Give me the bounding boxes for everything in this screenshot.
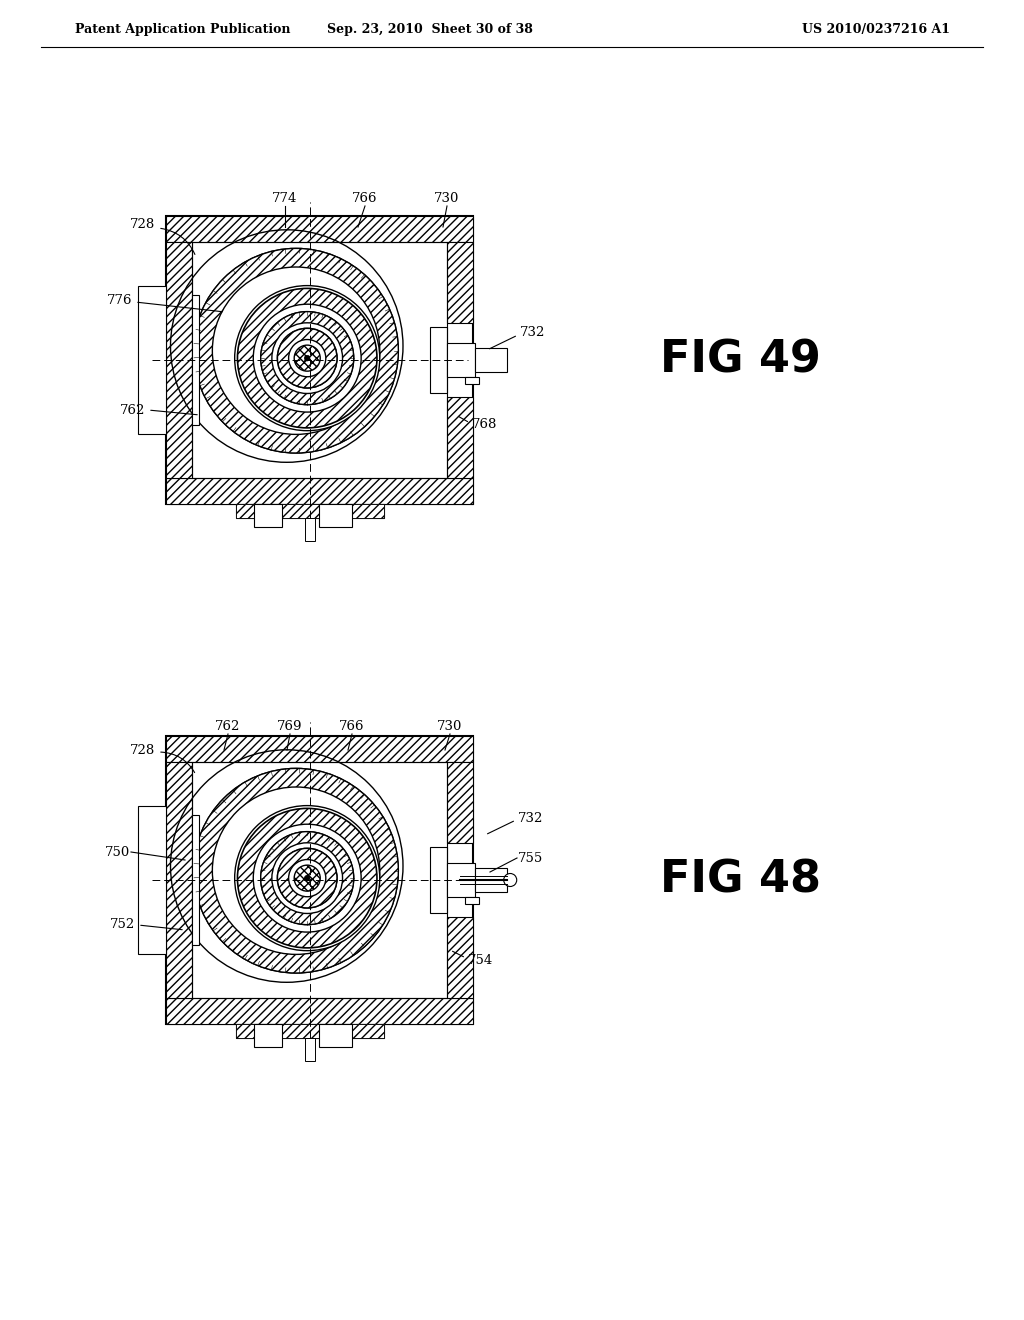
Bar [166,242,191,478]
Text: FIG 49: FIG 49 [660,338,821,381]
Bar [446,242,473,323]
Text: Sep. 23, 2010  Sheet 30 of 38: Sep. 23, 2010 Sheet 30 of 38 [327,24,532,37]
Bar [430,847,446,912]
Circle shape [294,345,321,371]
Text: 769: 769 [278,719,303,733]
Circle shape [261,832,353,924]
Bar [474,869,507,892]
Text: 728: 728 [130,219,155,231]
Bar [236,1024,384,1038]
Bar [166,478,473,504]
Text: 730: 730 [434,191,460,205]
Circle shape [194,248,398,453]
Bar [166,216,473,242]
Circle shape [194,768,398,973]
Circle shape [253,824,361,932]
Text: 732: 732 [518,812,544,825]
Bar [305,519,314,541]
Bar [465,376,479,384]
Bar [254,1024,282,1047]
Bar [138,285,166,434]
Bar [305,1038,314,1061]
Bar [319,504,352,528]
Bar [166,998,473,1024]
Text: Patent Application Publication: Patent Application Publication [75,24,291,37]
Circle shape [194,768,398,973]
Bar [191,762,446,998]
Circle shape [271,323,343,393]
Bar [446,762,473,842]
Bar [138,805,166,954]
Circle shape [289,339,326,376]
Text: 774: 774 [272,191,298,205]
Circle shape [289,859,326,896]
Circle shape [261,312,353,405]
Bar [465,896,479,904]
Circle shape [212,787,380,954]
Circle shape [238,808,377,948]
Text: 752: 752 [110,919,135,932]
Text: 754: 754 [468,953,494,966]
Text: FIG 48: FIG 48 [660,858,821,902]
Circle shape [234,805,380,950]
Bar [166,735,473,1024]
Bar [446,343,474,376]
Circle shape [304,355,310,360]
Bar [191,242,446,478]
Circle shape [278,849,337,908]
Circle shape [253,304,361,412]
Bar [236,504,384,519]
Circle shape [271,842,343,913]
Bar [446,917,473,998]
Bar [166,216,473,504]
Bar [236,504,384,519]
Text: 776: 776 [106,293,132,306]
Circle shape [194,248,398,453]
Text: 730: 730 [437,719,463,733]
Circle shape [212,267,380,434]
Text: 732: 732 [520,326,546,338]
Circle shape [278,329,337,388]
Text: 750: 750 [104,846,130,858]
Bar [254,504,282,528]
Bar [191,294,200,425]
Text: 768: 768 [472,418,498,432]
Text: 766: 766 [339,719,365,733]
Bar [446,863,474,896]
Text: 766: 766 [352,191,378,205]
Text: 762: 762 [120,404,145,417]
Bar [430,327,446,392]
Circle shape [278,849,337,908]
Circle shape [261,312,353,405]
Bar [166,735,473,762]
Text: US 2010/0237216 A1: US 2010/0237216 A1 [802,24,950,37]
Text: 755: 755 [518,851,544,865]
Circle shape [278,329,337,388]
Text: 728: 728 [130,743,155,756]
Circle shape [238,288,377,428]
Circle shape [294,865,321,891]
Text: 762: 762 [215,719,241,733]
Bar [474,348,507,372]
Bar [236,1024,384,1038]
Bar [166,762,191,998]
Bar [191,814,200,945]
Circle shape [234,285,380,430]
Circle shape [504,874,517,887]
Circle shape [304,875,310,880]
Circle shape [261,832,353,924]
Bar [446,397,473,478]
Bar [319,1024,352,1047]
